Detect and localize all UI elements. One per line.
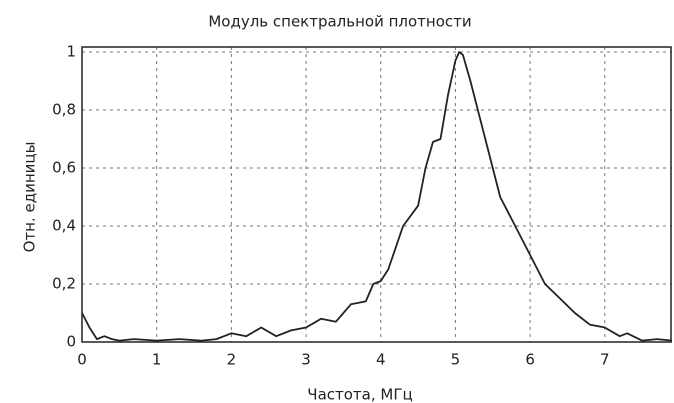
x-tick-label: 0 (77, 351, 87, 369)
y-tick-label: 0,8 (52, 101, 76, 119)
x-tick-label: 7 (600, 351, 610, 369)
y-axis-label: Отн. единицы (21, 142, 39, 253)
x-axis-label: Частота, МГц (307, 386, 412, 403)
x-tick-label: 1 (152, 351, 162, 369)
data-line (81, 51, 673, 342)
y-tick-label: 0,6 (52, 159, 76, 177)
y-tick-label: 0,4 (52, 217, 76, 235)
y-tick-label: 1 (66, 43, 76, 61)
x-tick-label: 2 (227, 351, 237, 369)
plot-frame (81, 46, 672, 343)
x-tick-label: 6 (525, 351, 535, 369)
chart-title: Модуль спектральной плотности (208, 13, 471, 31)
x-tick-label: 4 (376, 351, 386, 369)
x-tick-label: 5 (451, 351, 461, 369)
x-tick-label: 3 (301, 351, 311, 369)
y-tick-label: 0,2 (52, 275, 76, 293)
y-tick-label: 0 (66, 333, 76, 351)
